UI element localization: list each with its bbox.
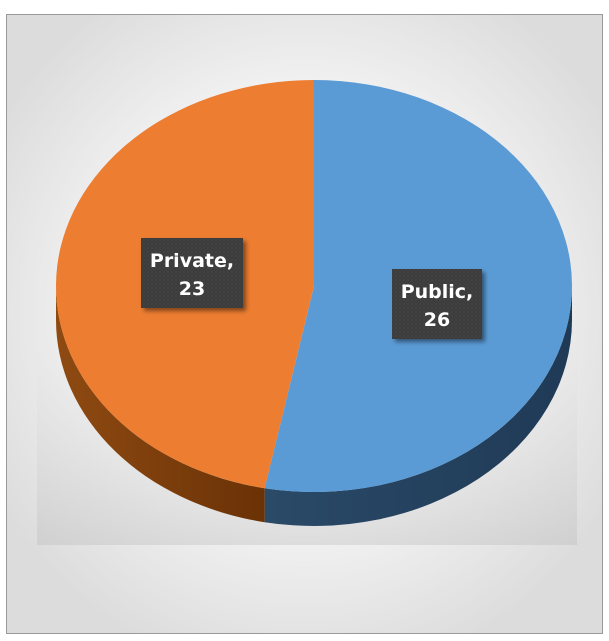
data-label-category-public: Public, bbox=[401, 281, 474, 303]
data-label-category-private: Private, bbox=[150, 250, 234, 272]
chart-area: Public, 26 Private, 23 bbox=[6, 14, 603, 634]
pie-chart: Public, 26 Private, 23 bbox=[7, 15, 602, 633]
data-label-public: Public, 26 bbox=[392, 269, 482, 339]
pie-side-walls bbox=[56, 286, 572, 526]
data-label-box-public bbox=[392, 269, 482, 339]
pie-side-public bbox=[264, 286, 572, 526]
pie-top-faces bbox=[55, 80, 572, 492]
data-label-private: Private, 23 bbox=[141, 238, 243, 308]
pie-data-labels: Public, 26 Private, 23 bbox=[141, 238, 482, 339]
data-label-value-private: 23 bbox=[179, 278, 205, 300]
data-label-value-public: 26 bbox=[424, 309, 450, 331]
chart-title bbox=[0, 0, 609, 14]
pie-side-private bbox=[56, 286, 265, 523]
data-label-box-private bbox=[141, 238, 243, 308]
